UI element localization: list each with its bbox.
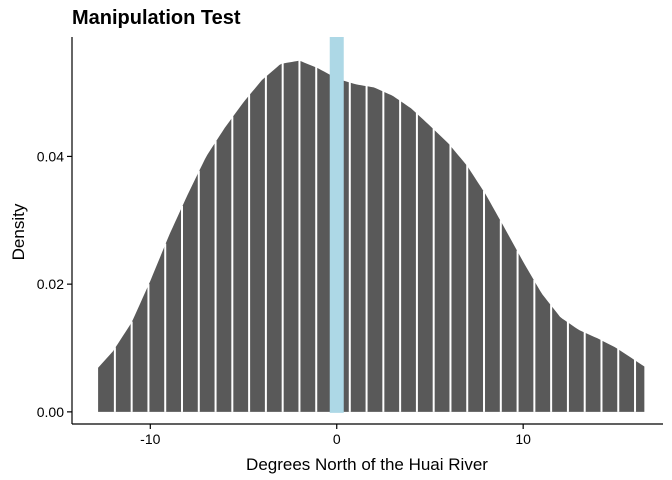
y-tick-label: 0.00 [37, 404, 64, 420]
axes [71, 37, 663, 425]
y-tick-label: 0.04 [37, 148, 64, 164]
cutoff-band [329, 37, 344, 413]
plot-area [98, 37, 645, 413]
x-axis-title: Degrees North of the Huai River [246, 455, 488, 474]
density-area [98, 60, 645, 412]
tick-group: -10 0 10 0.00 0.02 0.04 [37, 148, 531, 447]
y-tick-label: 0.02 [37, 276, 64, 292]
x-tick-label: 10 [515, 431, 531, 447]
x-tick-label: 0 [333, 431, 341, 447]
x-tick-label: -10 [140, 431, 160, 447]
y-axis-title: Density [9, 203, 28, 260]
chart-title: Manipulation Test [72, 7, 241, 29]
